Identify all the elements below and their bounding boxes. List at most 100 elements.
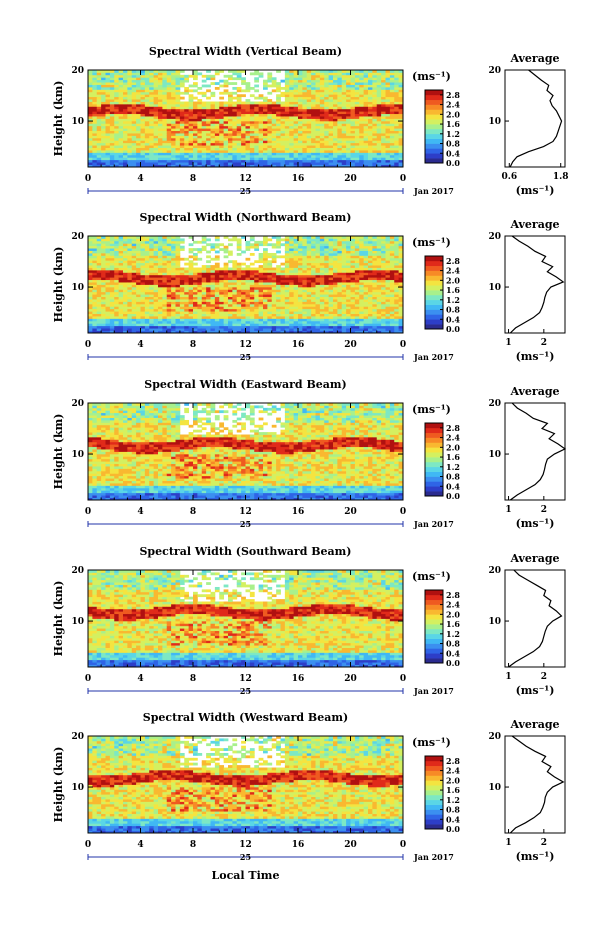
heatmap-cell <box>123 154 128 158</box>
heatmap-cell <box>263 250 268 254</box>
heatmap-cell <box>158 289 163 293</box>
heatmap-cell <box>223 74 229 78</box>
heatmap-cell <box>114 82 120 85</box>
heatmap-cell <box>136 272 141 276</box>
heatmap-cell <box>289 323 295 327</box>
heatmap-cell <box>394 157 400 161</box>
heatmap-cell <box>319 243 325 247</box>
heatmap-cell <box>315 84 321 88</box>
heatmap-cell <box>359 116 365 119</box>
heatmap-cell <box>206 135 211 139</box>
heatmap-cell <box>214 111 220 115</box>
heatmap-cell <box>206 313 211 317</box>
heatmap-cell <box>105 272 111 276</box>
heatmap-cell <box>171 325 176 329</box>
heatmap-cell <box>171 133 176 136</box>
heatmap-cell <box>302 147 308 151</box>
heatmap-cell <box>232 303 238 307</box>
heatmap-cell <box>236 279 242 283</box>
heatmap-cell <box>96 265 102 268</box>
heatmap-cell <box>394 159 400 163</box>
heatmap-cell <box>201 152 207 156</box>
heatmap-cell <box>333 262 338 266</box>
heatmap-cell <box>311 84 316 88</box>
heatmap-cell <box>166 301 172 305</box>
heatmap-cell <box>149 89 155 93</box>
heatmap-cell <box>144 260 150 264</box>
heatmap-cell <box>193 89 198 93</box>
heatmap-cell <box>284 79 290 83</box>
heatmap-cell <box>175 252 181 256</box>
heatmap-cell <box>263 113 268 117</box>
heatmap-cell <box>153 289 159 293</box>
heatmap-cell <box>105 252 111 256</box>
heatmap-cell <box>293 96 299 100</box>
heatmap-cell <box>171 294 176 298</box>
heatmap-cell <box>315 308 321 312</box>
heatmap-cell <box>149 142 155 146</box>
heatmap-cell <box>298 130 303 134</box>
heatmap-cell <box>184 79 190 83</box>
heatmap-cell <box>276 267 281 271</box>
heatmap-cell <box>166 135 172 139</box>
heatmap-cell <box>293 269 299 273</box>
heatmap-cell <box>232 274 238 278</box>
heatmap-cell <box>245 99 251 102</box>
heatmap-cell <box>201 162 207 165</box>
heatmap-cell <box>284 255 290 259</box>
heatmap-cell <box>328 325 334 329</box>
heatmap-cell <box>228 111 233 115</box>
heatmap-cell <box>188 303 194 307</box>
heatmap-cell <box>263 303 268 307</box>
heatmap-cell <box>206 154 211 158</box>
heatmap-cell <box>232 157 238 161</box>
heatmap-cell <box>337 79 343 83</box>
heatmap-cell <box>179 103 185 107</box>
heatmap-cell <box>280 140 286 144</box>
heatmap-cell <box>306 120 312 124</box>
heatmap-cell <box>298 123 303 127</box>
heatmap-cell <box>346 108 351 112</box>
heatmap-cell <box>289 111 295 115</box>
heatmap-cell <box>131 116 137 119</box>
heatmap-cell <box>337 325 343 329</box>
heatmap-cell <box>88 296 93 300</box>
heatmap-cell <box>193 313 198 317</box>
heatmap-cell <box>319 111 325 115</box>
heatmap-cell <box>337 243 343 247</box>
heatmap-cell <box>162 248 168 251</box>
heatmap-cell <box>105 84 111 88</box>
heatmap-cell <box>88 260 93 264</box>
heatmap-cell <box>171 291 176 295</box>
heatmap-cell <box>109 84 115 88</box>
heatmap-cell <box>184 103 190 107</box>
heatmap-cell <box>193 269 198 273</box>
heatmap-cell <box>88 272 93 276</box>
heatmap-cell <box>96 96 102 100</box>
heatmap-cell <box>96 128 102 132</box>
heatmap-cell <box>127 260 133 264</box>
heatmap-cell <box>350 82 356 85</box>
heatmap-cell <box>144 240 150 244</box>
heatmap-cell <box>206 162 211 165</box>
heatmap-cell <box>101 286 106 290</box>
heatmap-cell <box>179 277 185 281</box>
heatmap-cell <box>324 96 330 100</box>
heatmap-cell <box>118 240 124 244</box>
heatmap-cell <box>149 91 155 95</box>
heatmap-cell <box>381 99 386 102</box>
heatmap-cell <box>140 274 146 278</box>
heatmap-cell <box>337 72 343 76</box>
heatmap-cell <box>376 157 382 161</box>
heatmap-cell <box>236 308 242 312</box>
heatmap-cell <box>328 274 334 278</box>
heatmap-cell <box>105 318 111 322</box>
heatmap-cell <box>263 236 268 239</box>
heatmap-cell <box>236 306 242 310</box>
heatmap-cell <box>319 301 325 305</box>
heatmap-cell <box>236 70 242 73</box>
heatmap-cell <box>267 140 273 144</box>
heatmap-cell <box>328 260 334 264</box>
heatmap-cell <box>188 279 194 283</box>
heatmap-cell <box>284 120 290 124</box>
